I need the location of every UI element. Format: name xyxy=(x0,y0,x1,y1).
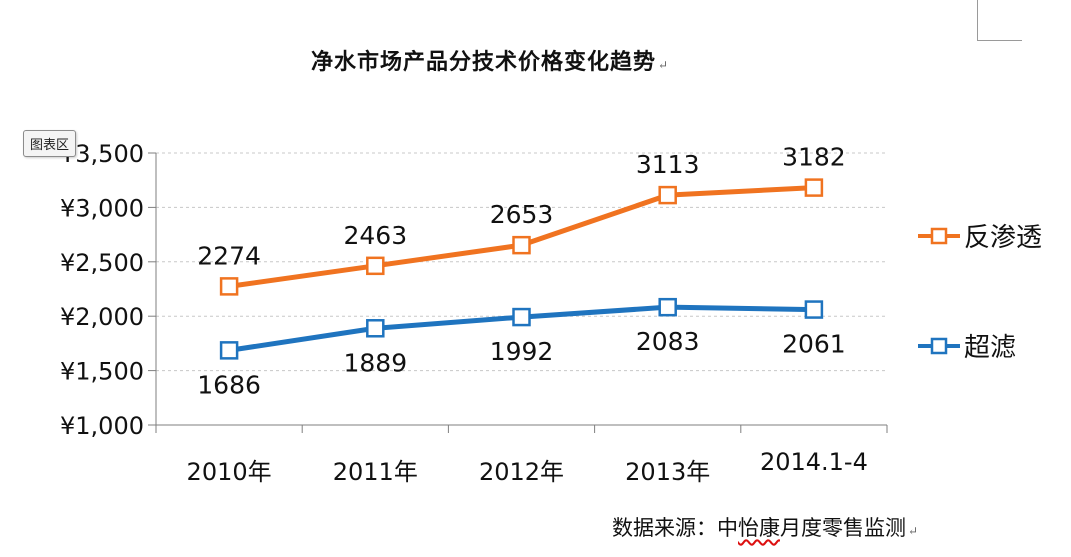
document-title: 净水市场产品分技术价格变化趋势 ↵ xyxy=(0,44,980,76)
data-label: 2653 xyxy=(490,200,554,229)
paragraph-mark-source: ↵ xyxy=(908,524,919,538)
x-tick-label: 2010年 xyxy=(187,458,272,486)
data-label: 3113 xyxy=(636,150,700,179)
data-point-marker[interactable] xyxy=(658,185,677,205)
x-tick-label: 2014.1-4 xyxy=(760,448,868,476)
data-label: 1889 xyxy=(343,348,407,377)
data-label: 1992 xyxy=(490,337,554,366)
y-tick-label: ¥1,000 xyxy=(60,412,144,440)
y-axis-labels: ¥1,000¥1,500¥2,000¥2,500¥3,000¥3,500 xyxy=(60,140,144,440)
x-tick-label: 2011年 xyxy=(333,458,418,486)
series-0: 2274 2463 2653 3113 3182 xyxy=(197,143,846,296)
data-point-marker[interactable] xyxy=(658,297,677,317)
data-label: 1686 xyxy=(197,370,261,399)
data-source-note: 数据来源：中怡康月度零售监测 ↵ xyxy=(612,512,918,542)
data-label: 2274 xyxy=(197,241,261,270)
y-tick-label: ¥1,500 xyxy=(60,358,144,386)
data-point-marker[interactable] xyxy=(219,341,239,360)
data-label: 2083 xyxy=(636,327,700,356)
axes xyxy=(148,152,888,433)
data-label: 3182 xyxy=(782,143,846,172)
legend-marker-swatch xyxy=(930,337,948,355)
legend-item-1[interactable]: 超滤 xyxy=(918,333,1016,363)
data-label: 2061 xyxy=(782,330,846,359)
data-point-marker[interactable] xyxy=(366,319,385,338)
title-text: 净水市场产品分技术价格变化趋势 xyxy=(310,49,656,75)
paragraph-mark: ↵ xyxy=(657,58,670,72)
page-corner-mark xyxy=(977,0,1022,41)
data-label: 2463 xyxy=(343,221,407,250)
data-point-marker[interactable] xyxy=(512,235,531,255)
source-prefix: 数据来源：中 xyxy=(612,516,738,540)
y-tick-label: ¥3,000 xyxy=(60,194,144,222)
legend-item-0[interactable]: 反渗透 xyxy=(918,223,1042,253)
data-point-marker[interactable] xyxy=(804,300,824,319)
chart-area-tooltip: 图表区 xyxy=(23,130,77,157)
series-1: 1686 1889 1992 2083 2061 xyxy=(197,297,846,399)
x-tick-label: 2013年 xyxy=(625,458,710,486)
source-brand: 怡康 xyxy=(738,516,780,540)
series-group: 2274 2463 2653 3113 3182 1686 1889 1992 2083 2061 xyxy=(197,143,845,400)
data-point-marker[interactable] xyxy=(804,178,824,197)
source-suffix: 月度零售监测 xyxy=(780,516,906,540)
legend-marker-swatch xyxy=(930,227,948,245)
legend-label: 超滤 xyxy=(964,333,1016,363)
data-point-marker[interactable] xyxy=(219,277,239,296)
legend-label: 反渗透 xyxy=(964,223,1042,253)
grid-lines xyxy=(156,152,887,372)
y-tick-label: ¥2,500 xyxy=(60,249,144,277)
y-tick-label: ¥2,000 xyxy=(60,303,144,331)
x-axis-labels: 2010年 2011年 2012年 2013年 2014.1-4 xyxy=(187,448,868,486)
data-point-marker[interactable] xyxy=(366,256,385,276)
data-point-marker[interactable] xyxy=(512,307,531,327)
x-tick-label: 2012年 xyxy=(479,458,564,486)
